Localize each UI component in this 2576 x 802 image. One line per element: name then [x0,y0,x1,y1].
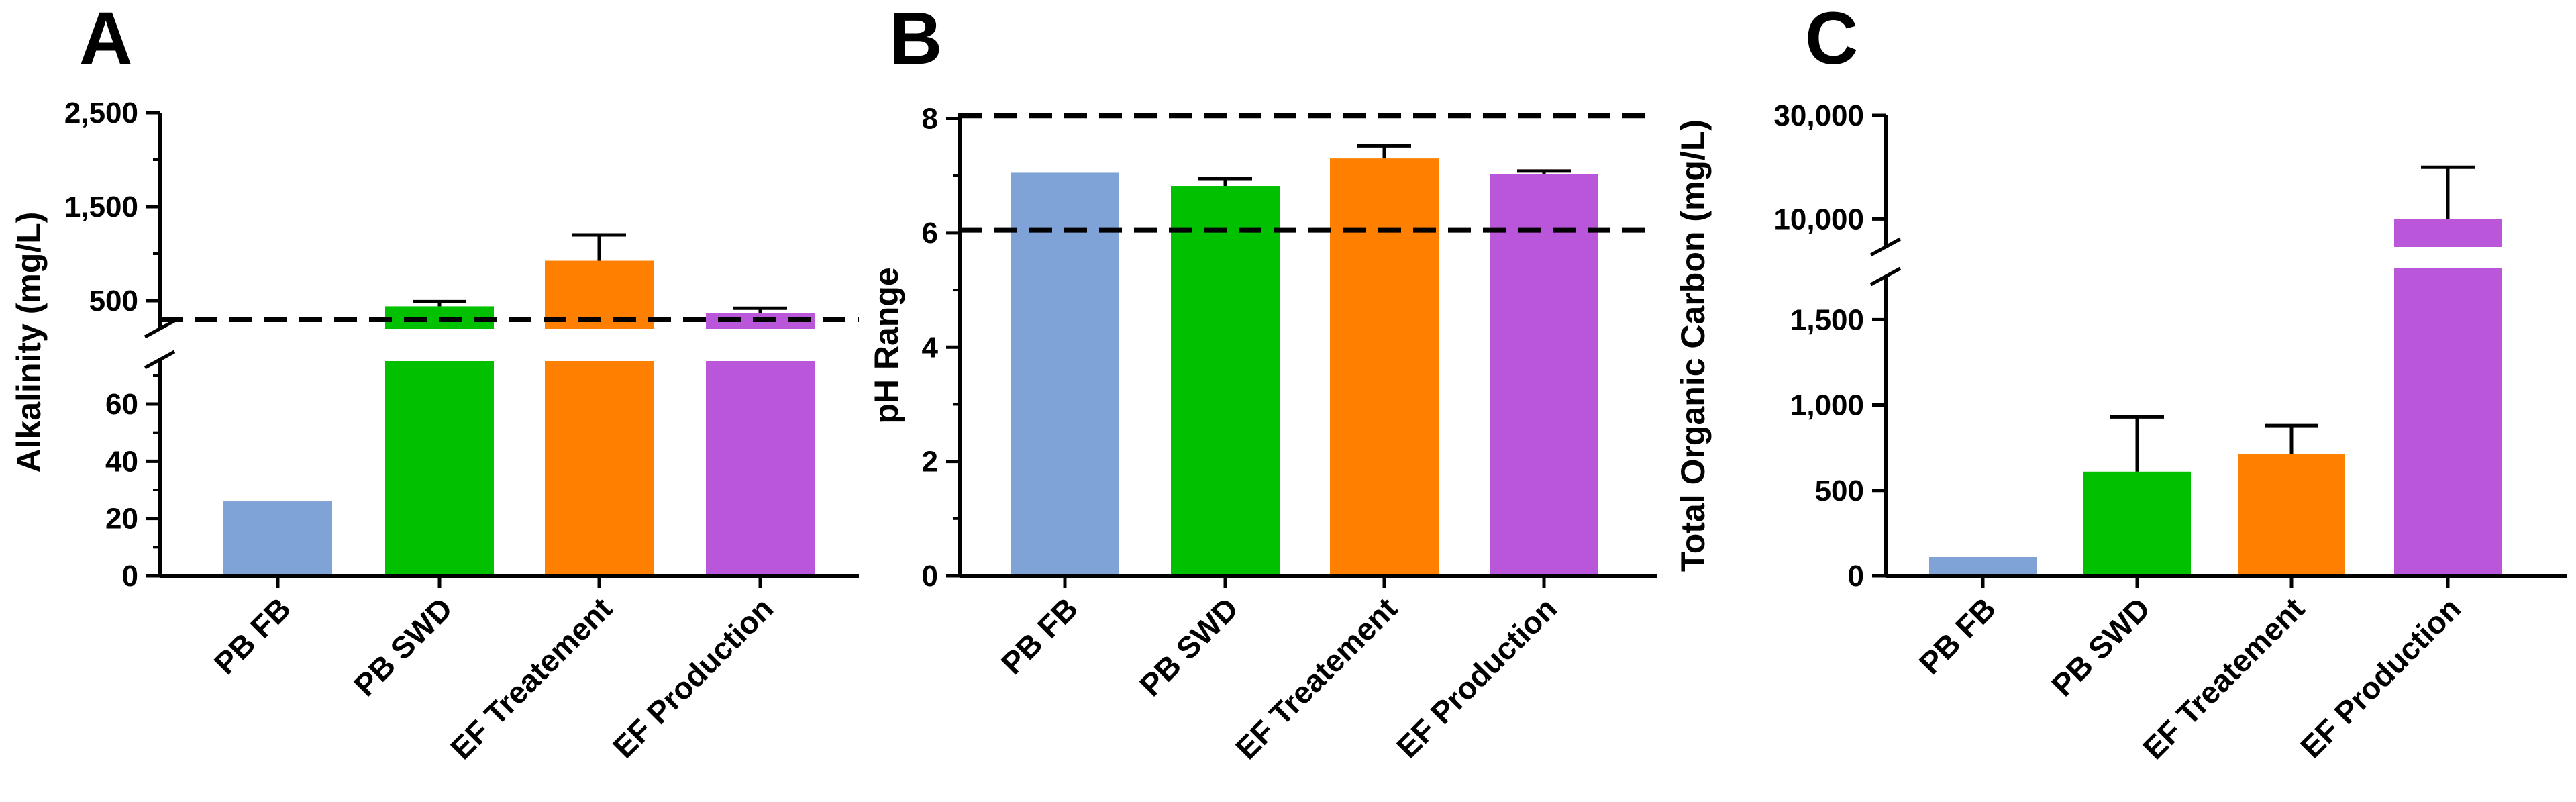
y-tick-label: 1,000 [1790,389,1864,422]
bar [1171,186,1280,576]
y-tick-label: 1,500 [64,191,138,223]
y-axis-label: Total Organic Carbon (mg/L) [1674,119,1712,572]
y-tick-label: 30,000 [1773,99,1864,132]
bar [1330,158,1439,577]
y-tick-label: 0 [1848,560,1864,593]
x-tick-label: EF Treatement [2136,591,2311,766]
y-tick-label: 0 [122,560,138,593]
x-tick-label: EF Production [1390,591,1563,764]
y-tick-label: 4 [922,331,939,364]
axis-break-mark [144,319,176,339]
y-tick-label: 500 [1815,474,1864,507]
axis-break-mark [144,350,176,370]
y-tick-label: 20 [105,503,138,536]
y-axis-label: pH Range [868,267,905,423]
axis-break-mark [1869,266,1902,287]
y-tick-label: 500 [89,285,138,317]
y-tick-label: 0 [922,560,938,593]
bar [1490,174,1598,576]
x-tick-label: PB FB [994,591,1084,681]
y-tick-label: 1,500 [1790,303,1864,336]
y-tick-label: 10,000 [1773,203,1864,236]
x-tick-label: PB SWD [2045,591,2157,703]
panel-letter: C [1805,0,1858,80]
bar [706,361,815,576]
x-tick-label: PB FB [1912,591,2002,681]
x-tick-label: EF Production [606,591,780,764]
bar [2394,268,2502,576]
axis-break-mark [1869,237,1902,257]
bar [2083,471,2191,576]
y-tick-label: 2 [922,446,938,479]
panel-letter: B [889,0,942,80]
x-tick-label: PB SWD [347,591,459,703]
bar [1929,557,2037,576]
x-tick-label: EF Treatement [444,591,619,766]
bar [385,361,494,576]
x-tick-label: PB SWD [1133,591,1245,703]
x-tick-label: PB FB [207,591,297,681]
y-tick-label: 60 [105,388,138,421]
y-tick-label: 6 [922,217,938,250]
panel-letter: A [79,0,132,80]
y-axis-label: Alkalinity (mg/L) [10,212,48,473]
y-tick-label: 40 [105,445,138,478]
x-tick-label: EF Treatement [1229,591,1404,766]
bar [545,361,654,576]
bar [1011,172,1119,576]
x-tick-label: EF Production [2294,591,2467,764]
bar [223,501,332,576]
y-tick-label: 8 [922,103,938,136]
bar [2238,454,2345,576]
y-tick-label: 2,500 [64,97,138,130]
bar-upper-segment [2394,219,2502,247]
